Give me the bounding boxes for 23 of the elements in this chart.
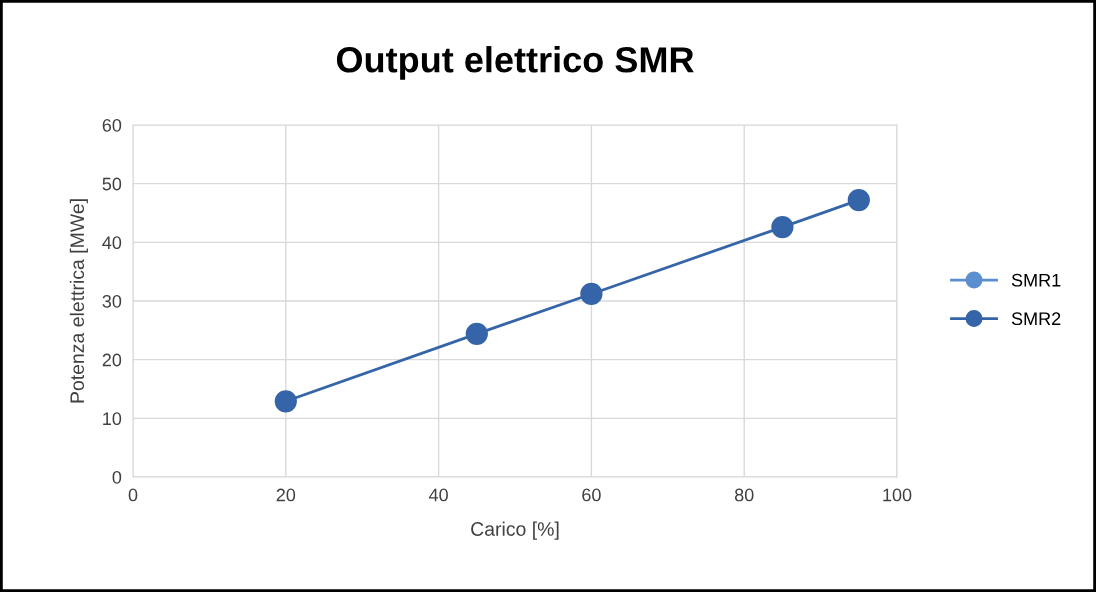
y-tick-label: 40 [102, 236, 122, 250]
point [847, 188, 870, 212]
y-tick-label: 10 [103, 412, 122, 426]
chart-title: Output elettrico SMR [336, 46, 694, 80]
x-tick-label: 0 [128, 488, 138, 502]
y-tick-label: 30 [102, 294, 122, 308]
x-tick-label: 20 [276, 488, 296, 502]
x-tick-label: 60 [582, 488, 601, 502]
y-tick-label: 60 [102, 118, 122, 132]
x-axis-title: Carico [%] [471, 521, 559, 540]
point [274, 390, 297, 413]
y-tick-label: 20 [102, 353, 122, 367]
point [580, 282, 603, 306]
point [465, 322, 488, 345]
x-tick-label: 80 [734, 488, 754, 502]
y-tick-label: 0 [112, 470, 122, 484]
y-tick-label: 50 [102, 177, 122, 191]
point [771, 215, 794, 239]
y-axis-title: Potenza elettrica [MWe] [69, 199, 88, 403]
x-tick-label: 40 [428, 488, 448, 502]
x-tick-label: 100 [883, 488, 912, 502]
legend-label: SMR2 [1011, 312, 1061, 326]
legend-label: SMR1 [1011, 273, 1061, 287]
